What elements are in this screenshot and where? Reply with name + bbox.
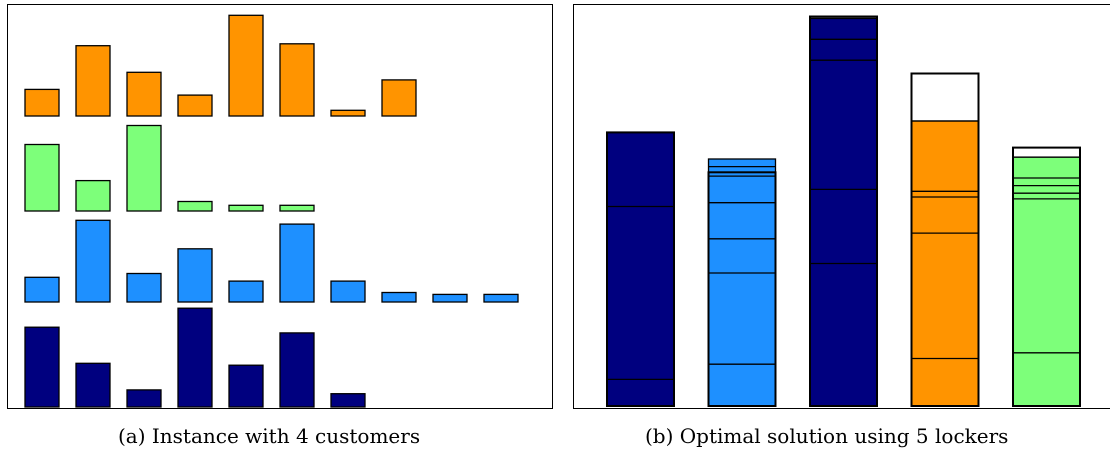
item-bar-blue-3 — [126, 272, 162, 303]
locker-3-fill — [809, 17, 878, 407]
item-bar-green-5 — [228, 204, 264, 212]
locker-3-outline — [809, 15, 878, 407]
item-bar-green-3 — [126, 124, 162, 212]
locker-1-outline — [606, 131, 675, 408]
instance-chart — [24, 14, 519, 408]
item-bar-green-1 — [24, 143, 60, 212]
locker-4-outline — [910, 72, 980, 407]
instance-caption: (a) Instance with 4 customers — [118, 424, 421, 448]
item-bar-orange-3 — [126, 71, 162, 117]
item-bar-green-2 — [75, 179, 111, 212]
item-bar-navy-1 — [24, 326, 60, 408]
item-bar-green-6 — [279, 204, 315, 212]
item-bar-orange-4 — [177, 94, 213, 117]
item-bar-orange-7 — [330, 109, 366, 117]
item-bar-blue-4 — [177, 248, 213, 303]
locker-5-outline — [1012, 146, 1081, 407]
solution-caption: (b) Optimal solution using 5 lockers — [645, 424, 1009, 448]
item-bar-orange-2 — [75, 45, 111, 117]
item-bar-blue-2 — [75, 219, 111, 303]
item-bar-blue-1 — [24, 276, 60, 303]
locker-5-fill — [1012, 156, 1081, 407]
item-bar-orange-5 — [228, 14, 264, 117]
locker-2-fill — [707, 158, 777, 407]
item-bar-blue-6 — [279, 223, 315, 303]
item-bar-blue-9 — [432, 293, 468, 303]
item-bar-navy-7 — [330, 393, 366, 408]
locker-1-fill — [606, 131, 675, 407]
item-bar-green-4 — [177, 200, 213, 212]
locker-4-fill — [910, 120, 980, 407]
item-bar-orange-8 — [381, 79, 417, 117]
solution-chart — [606, 15, 1081, 408]
item-bar-navy-4 — [177, 307, 213, 408]
item-bar-blue-7 — [330, 280, 366, 303]
item-bar-blue-8 — [381, 291, 417, 303]
item-bar-orange-1 — [24, 88, 60, 117]
item-bar-blue-10 — [483, 293, 519, 303]
item-bar-navy-5 — [228, 364, 264, 408]
item-bar-navy-3 — [126, 389, 162, 408]
item-bar-navy-6 — [279, 332, 315, 408]
locker-2-outline — [707, 171, 777, 407]
instance-panel — [7, 4, 553, 409]
item-bar-orange-6 — [279, 43, 315, 117]
solution-panel — [573, 4, 1110, 409]
item-bar-blue-5 — [228, 280, 264, 303]
item-bar-navy-2 — [75, 362, 111, 408]
